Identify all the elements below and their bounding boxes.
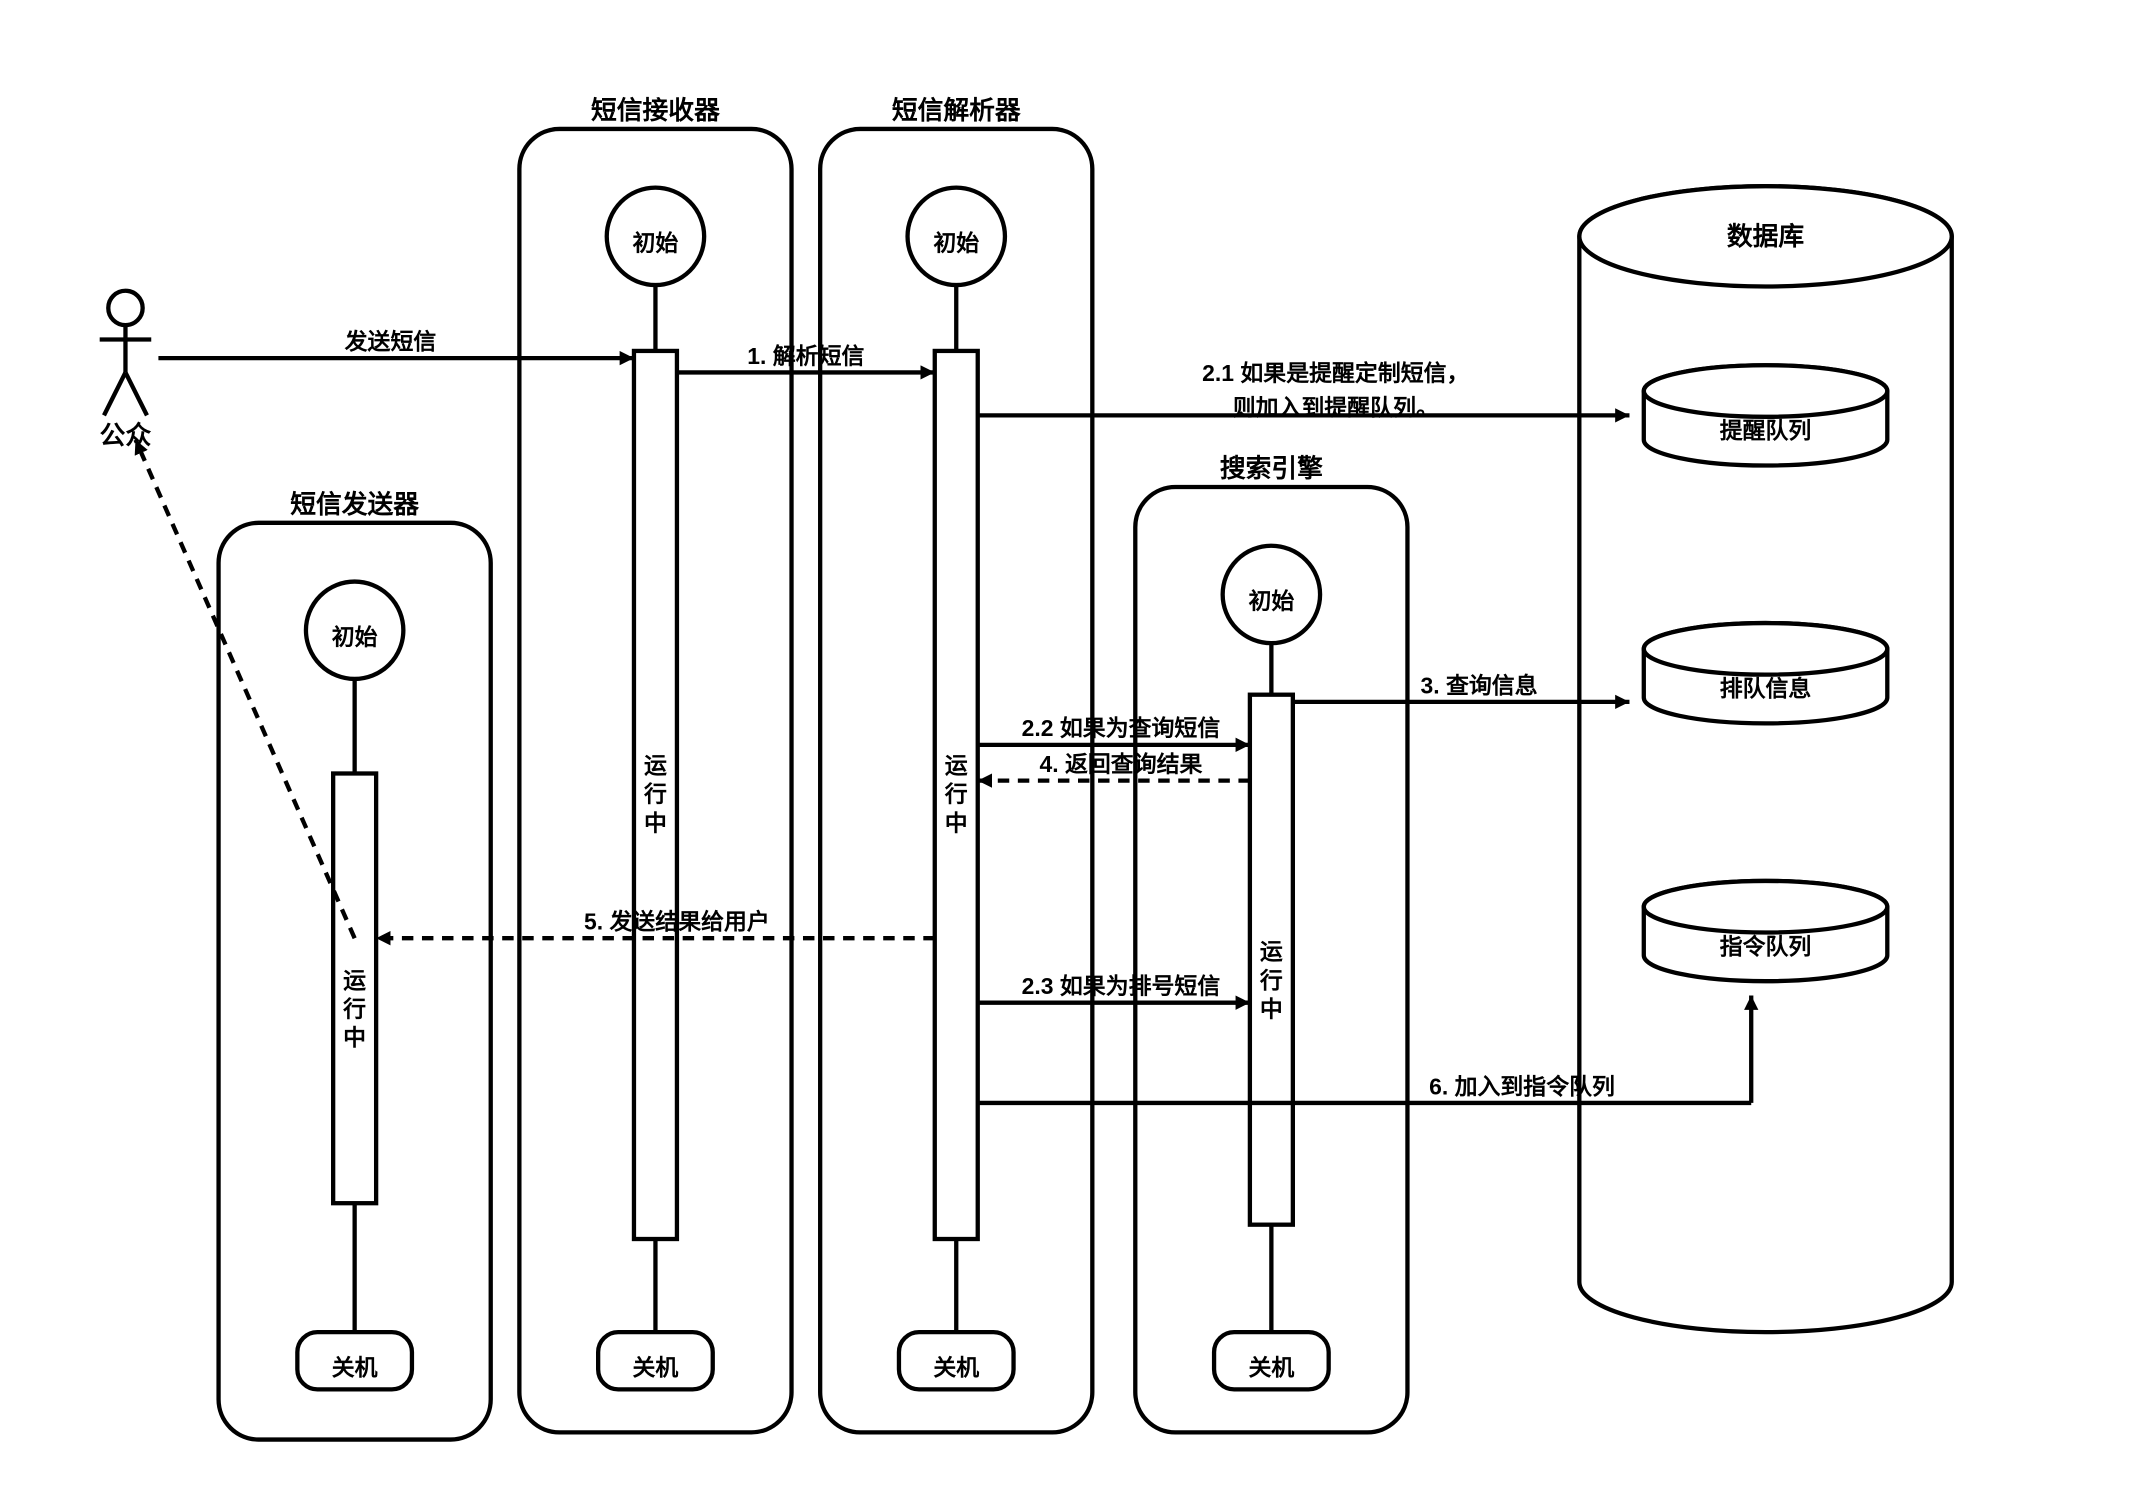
message-label-m3: 3. 查询信息: [1421, 672, 1538, 698]
initial-label-parser: 初始: [933, 230, 979, 256]
svg-text:运: 运: [1260, 939, 1283, 965]
lane-title-receiver: 短信接收器: [591, 96, 721, 125]
initial-label-sender: 初始: [332, 624, 378, 650]
message-label-m21a: 2.1 如果是提醒定制短信，: [1202, 360, 1469, 386]
svg-text:运: 运: [945, 752, 968, 778]
initial-label-receiver: 初始: [633, 230, 679, 256]
svg-text:运: 运: [343, 967, 366, 993]
svg-text:运: 运: [644, 752, 667, 778]
shutdown-label-receiver: 关机: [633, 1354, 679, 1380]
svg-text:行: 行: [1259, 967, 1283, 993]
svg-text:中: 中: [343, 1025, 366, 1051]
message-label-m1: 1. 解析短信: [747, 343, 864, 369]
database: 数据库提醒队列排队信息指令队列: [1579, 186, 1951, 1332]
shutdown-label-parser: 关机: [933, 1354, 979, 1380]
shutdown-label-sender: 关机: [332, 1354, 378, 1380]
message-m5: 5. 发送结果给用户: [376, 909, 935, 939]
message-label-m5: 5. 发送结果给用户: [584, 909, 770, 935]
actor-public: 公众: [100, 291, 152, 450]
sequence-diagram: 公众短信发送器初始运行中关机短信接收器初始运行中关机短信解析器初始运行中关机搜索…: [0, 0, 2156, 1504]
shutdown-label-engine: 关机: [1248, 1354, 1294, 1380]
actor-label: 公众: [100, 421, 152, 450]
lane-title-parser: 短信解析器: [892, 96, 1022, 125]
message-m1: 1. 解析短信: [677, 343, 935, 373]
lane-sender: 短信发送器初始运行中关机: [219, 489, 491, 1440]
message-label-m21b: 则加入到提醒队列。: [1233, 394, 1439, 420]
message-m_send: 发送短信: [158, 329, 634, 359]
lane-engine: 搜索引擎初始运行中关机: [1135, 454, 1407, 1432]
message-label-m22: 2.2 如果为查询短信: [1022, 715, 1221, 741]
message-m4: 4. 返回查询结果: [978, 751, 1250, 781]
svg-text:中: 中: [1260, 996, 1283, 1022]
message-m22: 2.2 如果为查询短信: [978, 715, 1250, 745]
svg-text:行: 行: [342, 996, 366, 1022]
svg-text:中: 中: [644, 810, 667, 836]
message-label-m_send: 发送短信: [344, 329, 437, 355]
svg-text:行: 行: [643, 781, 667, 807]
lane-title-sender: 短信发送器: [290, 489, 420, 519]
db-table-command: 指令队列: [1720, 933, 1812, 959]
message-label-m4: 4. 返回查询结果: [1040, 751, 1203, 777]
svg-text:中: 中: [945, 810, 968, 836]
lane-receiver: 短信接收器初始运行中关机: [519, 96, 791, 1432]
database-title: 数据库: [1727, 222, 1805, 251]
db-table-reminder: 提醒队列: [1720, 418, 1812, 444]
message-label-m23: 2.3 如果为排号短信: [1022, 973, 1221, 999]
message-label-m6: 6. 加入到指令队列: [1429, 1073, 1615, 1099]
message-m23: 2.3 如果为排号短信: [978, 973, 1250, 1003]
svg-text:行: 行: [944, 781, 968, 807]
db-table-queue: 排队信息: [1720, 675, 1812, 701]
lane-title-engine: 搜索引擎: [1220, 454, 1323, 483]
initial-label-engine: 初始: [1248, 588, 1294, 614]
